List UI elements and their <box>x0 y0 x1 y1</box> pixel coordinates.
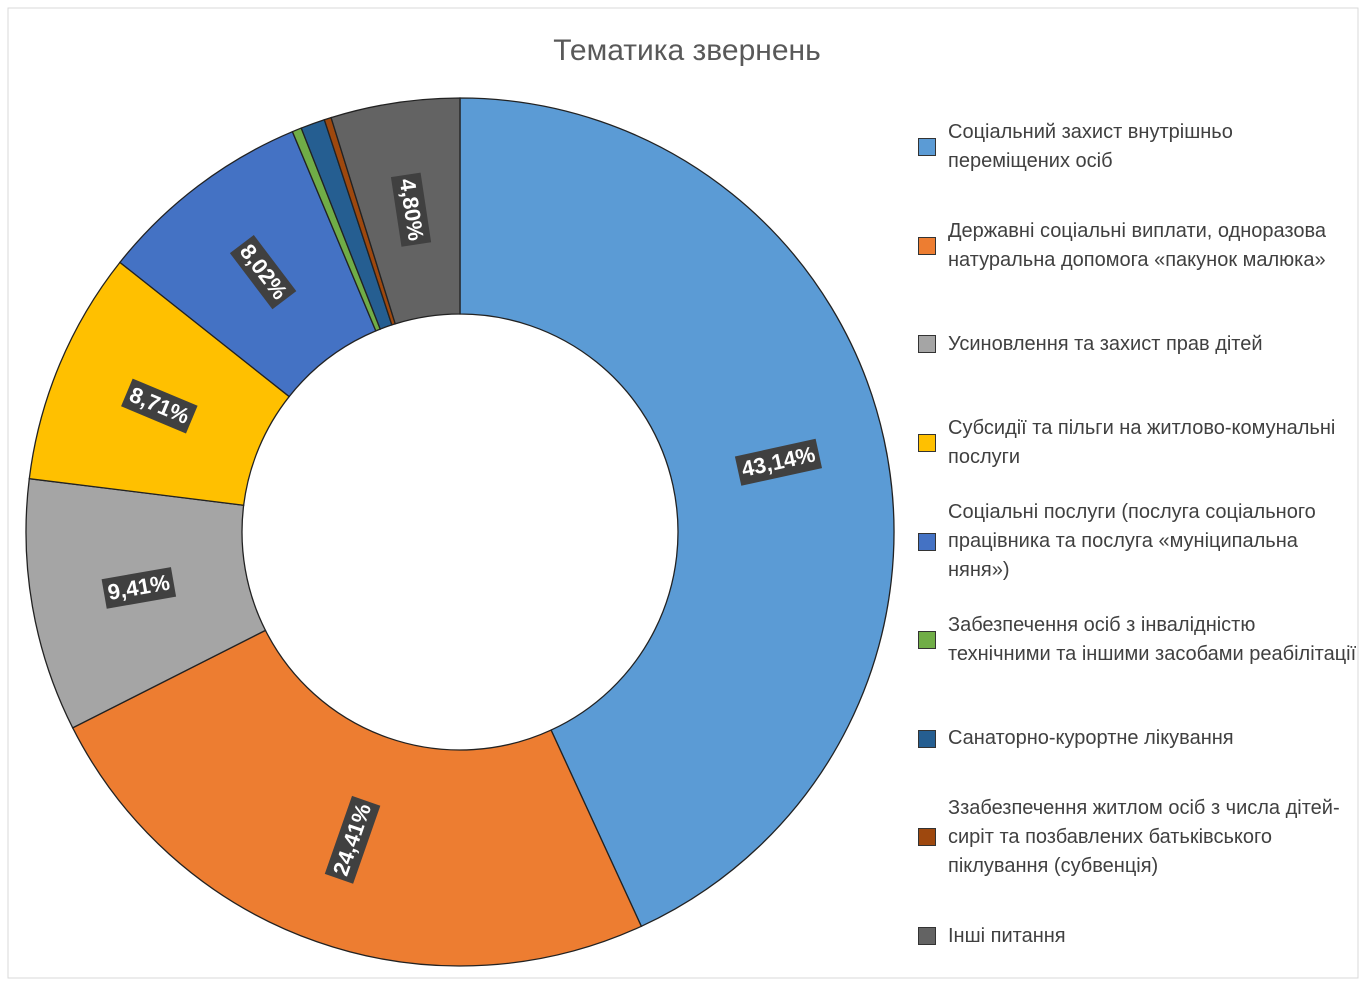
legend-swatch <box>918 729 936 748</box>
donut-slice <box>330 97 461 325</box>
legend-swatch <box>918 532 936 551</box>
data-label-bg <box>324 795 381 884</box>
legend-item: Забезпечення осіб з інвалідністю технічн… <box>918 591 1358 690</box>
legend-label: Соціальний захист внутрішньо переміщених… <box>948 121 1233 173</box>
legend-label: Усиновлення та захист прав дітей <box>948 332 1263 355</box>
legend-label: Санаторно-курортне лікування <box>948 727 1234 750</box>
legend-item: Субсидії та пільги на житлово-комунальні… <box>918 394 1358 493</box>
data-label-group: 9,41% <box>101 567 177 609</box>
data-label-bg <box>229 235 297 310</box>
legend-label: Інші питання <box>948 924 1066 947</box>
legend-item: Ззабезпечення житлом осіб з числа дітей-… <box>918 788 1358 887</box>
legend-label: Субсидії та пільги на житлово-комунальні… <box>948 417 1336 469</box>
data-label-bg <box>121 378 198 434</box>
legend: Соціальний захист внутрішньо переміщених… <box>918 98 1358 985</box>
legend-item: Соціальні послуги (послуга соціального п… <box>918 492 1358 591</box>
legend-swatch <box>918 927 936 946</box>
legend-label: Соціальні послуги (послуга соціального п… <box>948 501 1316 582</box>
legend-swatch <box>918 434 936 453</box>
legend-item: Інші питання <box>918 887 1358 985</box>
legend-label: Ззабезпечення житлом осіб з числа дітей-… <box>948 796 1340 877</box>
legend-swatch <box>918 236 936 255</box>
legend-swatch <box>918 335 936 354</box>
legend-item: Усиновлення та захист прав дітей <box>918 295 1358 394</box>
legend-swatch <box>918 631 936 650</box>
legend-item: Державні соціальні виплати, одноразова н… <box>918 197 1358 296</box>
data-label-bg <box>101 567 177 609</box>
data-label-bg <box>734 438 823 486</box>
chart-title: Тематика звернень <box>553 34 820 67</box>
legend-label: Забезпечення осіб з інвалідністю технічн… <box>948 614 1357 666</box>
legend-item: Санаторно-курортне лікування <box>918 690 1358 789</box>
legend-label: Державні соціальні виплати, одноразова н… <box>948 219 1327 271</box>
donut-slice <box>459 97 895 928</box>
legend-swatch <box>918 138 936 157</box>
data-label-bg <box>390 172 432 247</box>
legend-swatch <box>918 828 936 847</box>
legend-item: Соціальний захист внутрішньо переміщених… <box>918 98 1358 197</box>
data-label-group: 4,80% <box>390 172 432 247</box>
